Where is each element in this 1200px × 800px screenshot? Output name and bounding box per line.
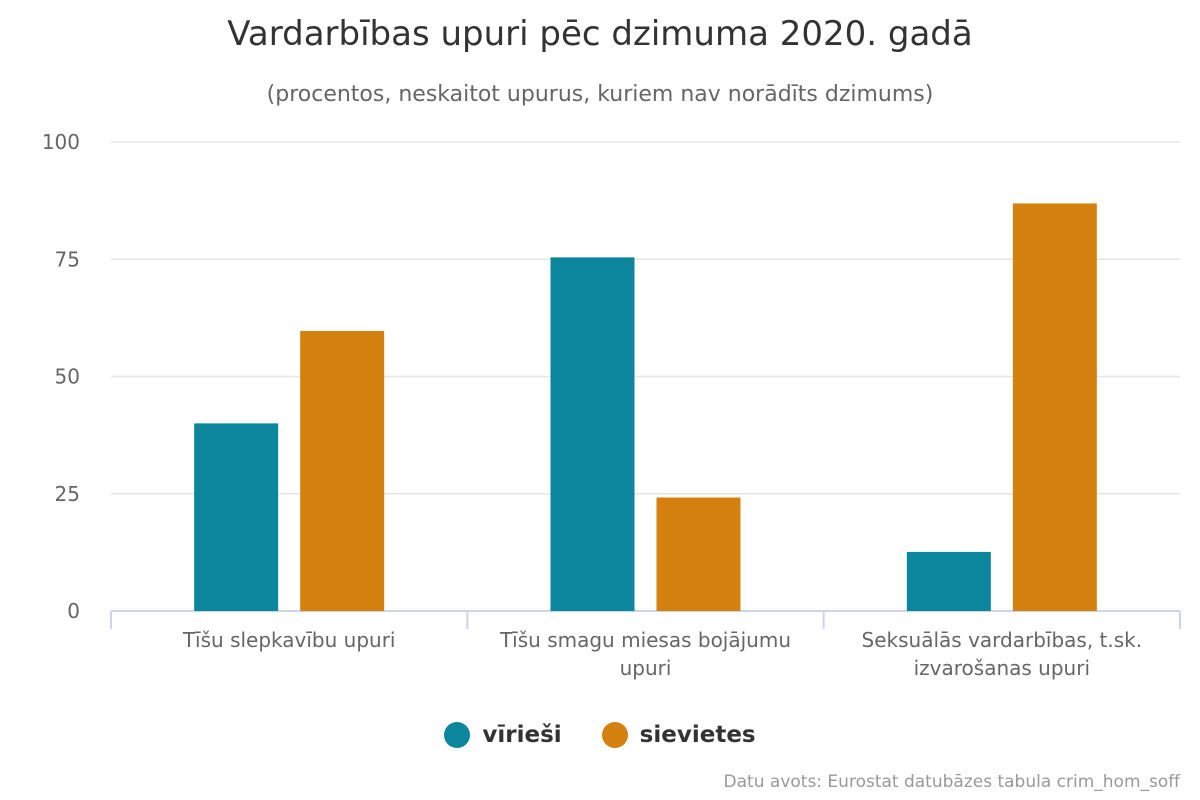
legend-marker-females bbox=[601, 722, 628, 748]
bar-males bbox=[550, 257, 635, 611]
legend: vīrieši sievietes bbox=[0, 722, 1200, 748]
y-tick-label: 25 bbox=[55, 482, 80, 506]
bar-females bbox=[1012, 203, 1097, 611]
y-tick-label: 100 bbox=[42, 130, 80, 154]
bar-females bbox=[656, 497, 741, 611]
x-tick-label: Seksuālās vardarbības, t.sk. bbox=[862, 628, 1143, 652]
y-tick-label: 50 bbox=[55, 365, 80, 389]
bar-males bbox=[906, 551, 991, 611]
legend-item-males[interactable]: vīrieši bbox=[444, 722, 562, 748]
chart-subtitle: (procentos, neskaitot upurus, kuriem nav… bbox=[266, 82, 934, 107]
legend-marker-males bbox=[444, 722, 471, 748]
chart-title: Vardarbības upuri pēc dzimuma 2020. gadā bbox=[227, 14, 973, 54]
x-tick-label: izvarošanas upuri bbox=[914, 656, 1090, 680]
x-tick-label: upuri bbox=[620, 656, 672, 680]
y-tick-label: 75 bbox=[55, 247, 80, 271]
y-tick-label: 0 bbox=[67, 599, 80, 623]
bar-males bbox=[194, 423, 279, 611]
legend-item-females[interactable]: sievietes bbox=[601, 722, 756, 748]
bar-females bbox=[300, 331, 385, 611]
x-tick-label: Tīšu slepkavību upuri bbox=[182, 628, 396, 652]
x-tick-label: Tīšu smagu miesas bojājumu bbox=[499, 628, 791, 652]
legend-label-males: vīrieši bbox=[482, 722, 562, 748]
legend-label-females: sievietes bbox=[639, 722, 756, 748]
data-source-note: Datu avots: Eurostat datubāzes tabula cr… bbox=[723, 772, 1180, 792]
